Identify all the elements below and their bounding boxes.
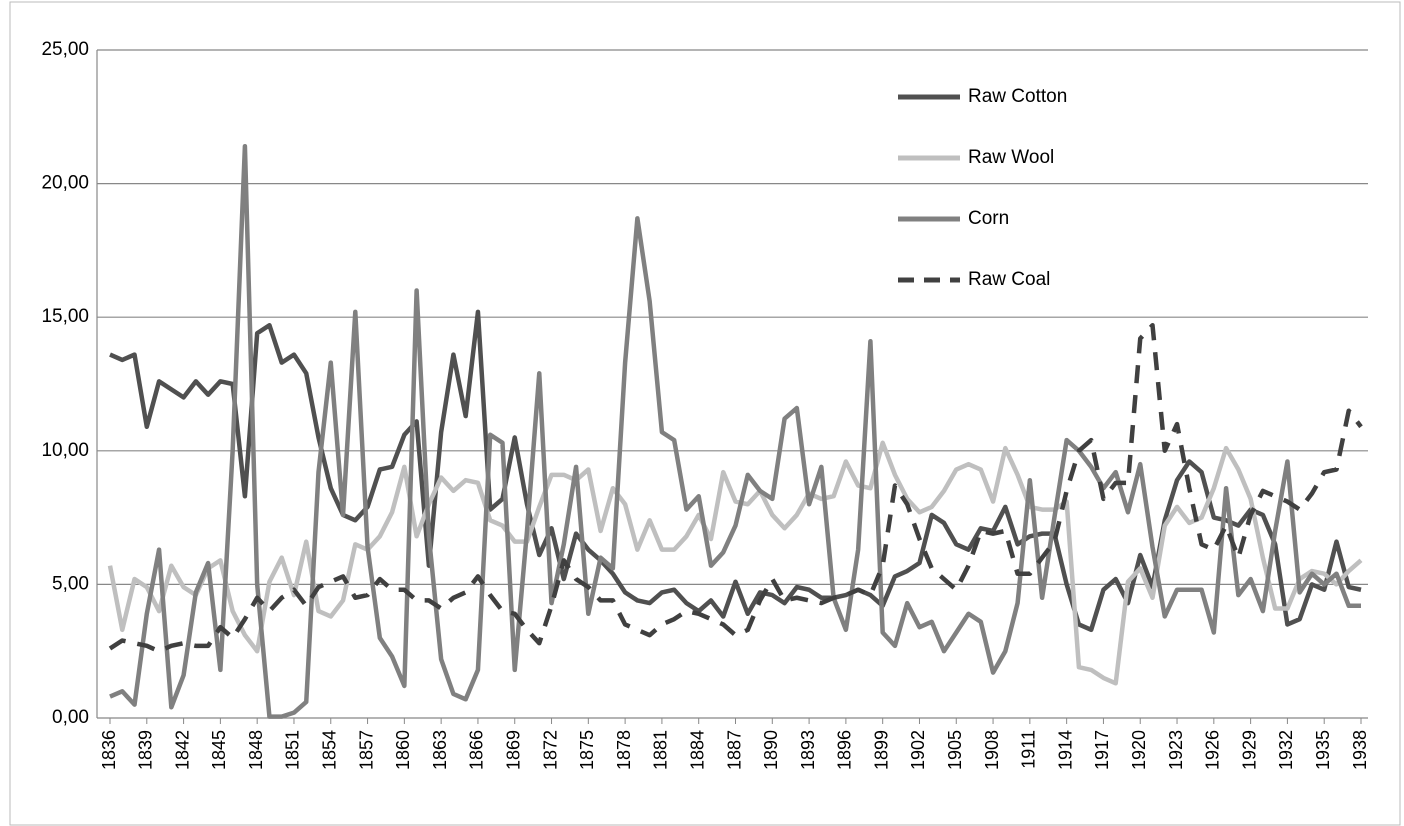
- legend-label: Corn: [968, 208, 1009, 229]
- x-tick-label: 1917: [1092, 730, 1112, 770]
- x-tick-label: 1842: [172, 730, 192, 770]
- x-tick-label: 1887: [724, 730, 744, 770]
- x-tick-label: 1854: [320, 730, 340, 770]
- x-tick-label: 1920: [1129, 730, 1149, 770]
- x-tick-label: 1899: [871, 730, 891, 770]
- series-line: [107, 440, 1363, 686]
- x-tick-label: 1911: [1019, 730, 1039, 769]
- series-line: [108, 322, 1363, 654]
- y-tick-label: 0,00: [52, 707, 89, 728]
- x-tick-label: 1902: [908, 730, 928, 770]
- chart-border: [9, 1, 1401, 826]
- x-tick-label: 1893: [798, 730, 818, 770]
- x-tick-label: 1884: [687, 730, 707, 770]
- x-tick-label: 1839: [136, 730, 156, 770]
- x-tick-label: 1896: [835, 730, 855, 770]
- x-tick-label: 1926: [1203, 730, 1223, 770]
- y-tick-label: 5,00: [52, 573, 89, 594]
- x-tick-label: 1851: [283, 730, 303, 770]
- x-tick-label: 1935: [1313, 730, 1333, 770]
- x-tick-label: 1875: [577, 730, 597, 770]
- x-tick-label: 1914: [1055, 730, 1075, 770]
- x-tick-label: 1905: [945, 730, 965, 770]
- x-tick-label: 1857: [356, 730, 376, 770]
- legend-label: Raw Cotton: [968, 86, 1067, 107]
- legend-label: Raw Coal: [968, 269, 1050, 290]
- x-tick-label: 1860: [393, 730, 413, 770]
- x-tick-label: 1890: [761, 730, 781, 770]
- x-tick-label: 1932: [1276, 730, 1296, 770]
- x-tick-label: 1923: [1166, 730, 1186, 770]
- x-tick-label: 1866: [467, 730, 487, 770]
- x-tick-label: 1872: [540, 730, 560, 770]
- x-tick-label: 1869: [503, 730, 523, 770]
- x-tick-label: 1848: [246, 730, 266, 770]
- x-tick-label: 1908: [982, 730, 1002, 770]
- x-tick-label: 1929: [1239, 730, 1259, 770]
- x-tick-label: 1836: [99, 730, 119, 770]
- y-tick-label: 10,00: [41, 440, 89, 461]
- series-line: [109, 143, 1361, 719]
- y-tick-label: 25,00: [41, 39, 89, 60]
- legend-label: Raw Wool: [968, 147, 1054, 168]
- x-tick-label: 1863: [430, 730, 450, 770]
- x-tick-label: 1938: [1350, 730, 1370, 770]
- x-tick-label: 1881: [651, 730, 671, 770]
- x-tick-label: 1878: [614, 730, 634, 770]
- y-tick-label: 15,00: [41, 306, 89, 327]
- y-tick-label: 20,00: [41, 173, 89, 194]
- x-tick-label: 1845: [209, 730, 229, 770]
